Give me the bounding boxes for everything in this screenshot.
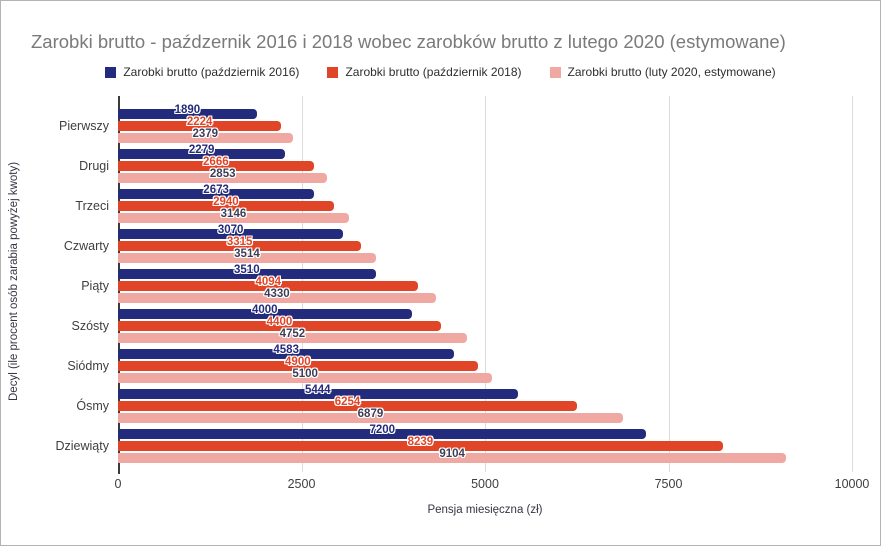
y-tick-labels: Pierwszy Drugi Trzeci Czwarty Piąty Szósty Sió… — [1, 96, 113, 466]
legend-item-2020: Zarobki brutto (luty 2020, estymowane) — [549, 65, 776, 79]
bar-value-label: 7200 — [369, 424, 396, 436]
legend-label-2020: Zarobki brutto (luty 2020, estymowane) — [567, 65, 776, 79]
bar-value-label: 5100 — [292, 368, 318, 380]
bar-series1-trzeci — [118, 189, 315, 199]
bar-series1-dziewiąty — [118, 429, 647, 439]
y-tick-label-dziewiąty: Dziewiąty — [55, 439, 110, 453]
axis-tick — [485, 466, 486, 472]
bar-value-label: 2279 — [188, 144, 215, 156]
bar-series3-trzeci — [118, 213, 349, 223]
bar-series2-dziewiąty — [118, 441, 723, 451]
bar-series1-siódmy — [118, 349, 455, 359]
bar-series3-dziewiąty — [118, 453, 787, 463]
bar-series2-piąty — [118, 281, 419, 291]
y-tick-label-siódmy: Siódmy — [67, 359, 109, 373]
legend: Zarobki brutto (październik 2016) Zarobk… — [1, 65, 880, 79]
bar-value-label: 4094 — [255, 276, 282, 288]
legend-label-2018: Zarobki brutto (październik 2018) — [345, 65, 522, 79]
y-tick-label-czwarty: Czwarty — [63, 239, 109, 253]
legend-item-2016: Zarobki brutto (październik 2016) — [105, 65, 299, 79]
bar-series2-pierwszy — [118, 121, 282, 131]
y-tick-label-szósty: Szósty — [71, 319, 109, 333]
y-tick-label-trzeci: Trzeci — [75, 199, 109, 213]
bar-value-label: 4752 — [279, 328, 306, 340]
gridline — [852, 96, 853, 466]
bar-value-label: 2940 — [213, 196, 239, 208]
bar-series1-piąty — [118, 269, 376, 279]
legend-swatch-2018 — [327, 66, 339, 78]
bar-series1-czwarty — [118, 229, 344, 239]
bar-series2-ósmy — [118, 401, 578, 411]
bar-series3-drugi — [118, 173, 328, 183]
bar-value-label: 6254 — [334, 396, 361, 408]
bar-value-label: 2853 — [209, 168, 236, 180]
bar-value-label: 4583 — [273, 344, 299, 356]
legend-item-2018: Zarobki brutto (październik 2018) — [327, 65, 522, 79]
bar-value-label: 2224 — [186, 116, 213, 128]
bar-series3-czwarty — [118, 253, 376, 263]
gridline — [668, 96, 670, 466]
legend-swatch-2020 — [549, 66, 561, 78]
bar-value-label: 4900 — [285, 356, 311, 368]
bar-value-label: 1890 — [174, 104, 201, 116]
bar-value-label: 5444 — [304, 384, 331, 396]
y-tick-label-piąty: Piąty — [81, 279, 109, 293]
bar-series3-piąty — [118, 293, 436, 303]
plot-area: 1890 2224 2379 2279 2666 2853 2673 2940 3146 3070… — [118, 96, 853, 474]
x-axis-title: Pensja miesięczna (zł) — [427, 504, 543, 516]
bar-series3-pierwszy — [118, 133, 293, 143]
bar-series2-szósty — [118, 321, 441, 331]
bar-series2-siódmy — [118, 361, 478, 371]
bar-value-label: 4000 — [252, 304, 278, 316]
bar-value-label: 9104 — [439, 448, 465, 460]
x-tick-label: 0 — [114, 477, 122, 491]
x-tick-label: 5000 — [471, 477, 499, 491]
bar-series3-ósmy — [118, 413, 623, 423]
bar-series1-ósmy — [118, 389, 518, 399]
y-tick-label-ósmy: Ósmy — [76, 399, 109, 413]
bar-value-label: 3315 — [226, 236, 253, 248]
chart-title: Zarobki brutto - paźdzernik 2016 i 2018 … — [31, 31, 786, 52]
bar-series1-drugi — [118, 149, 286, 159]
bar-value-label: 2379 — [192, 128, 219, 140]
bar-series2-drugi — [118, 161, 314, 171]
axis-tick — [668, 466, 670, 472]
bar-series1-szósty — [118, 309, 412, 319]
y-tick-label-pierwszy: Pierwszy — [58, 119, 109, 133]
y-tick-label-drugi: Drugi — [79, 159, 109, 173]
x-tick-label: 10000 — [834, 477, 870, 491]
axis-tick — [852, 466, 853, 472]
x-tick-label: 2500 — [287, 477, 316, 491]
bar-value-label: 3510 — [234, 264, 260, 276]
bar-value-label: 8239 — [407, 436, 434, 448]
bar-series1-pierwszy — [118, 109, 257, 119]
bar-value-label: 3070 — [217, 224, 244, 236]
gridline — [485, 96, 486, 466]
bar-series3-siódmy — [118, 373, 493, 383]
bar-value-label: 2666 — [203, 156, 229, 168]
bar-value-label: 3146 — [220, 208, 247, 220]
axis-tick — [301, 466, 303, 472]
bar-series2-czwarty — [118, 241, 362, 251]
bar-value-label: 3514 — [234, 248, 260, 260]
bar-series3-szósty — [118, 333, 467, 343]
bar-value-label: 2673 — [203, 184, 229, 196]
bar-series2-trzeci — [118, 201, 334, 211]
x-tick-label: 7500 — [654, 477, 683, 491]
bar-value-label: 6879 — [357, 408, 384, 420]
bar-value-label: 4400 — [266, 316, 293, 328]
bar-value-label: 4330 — [264, 288, 290, 300]
legend-label-2016: Zarobki brutto (październik 2016) — [123, 65, 300, 79]
legend-swatch-2016 — [105, 66, 117, 78]
